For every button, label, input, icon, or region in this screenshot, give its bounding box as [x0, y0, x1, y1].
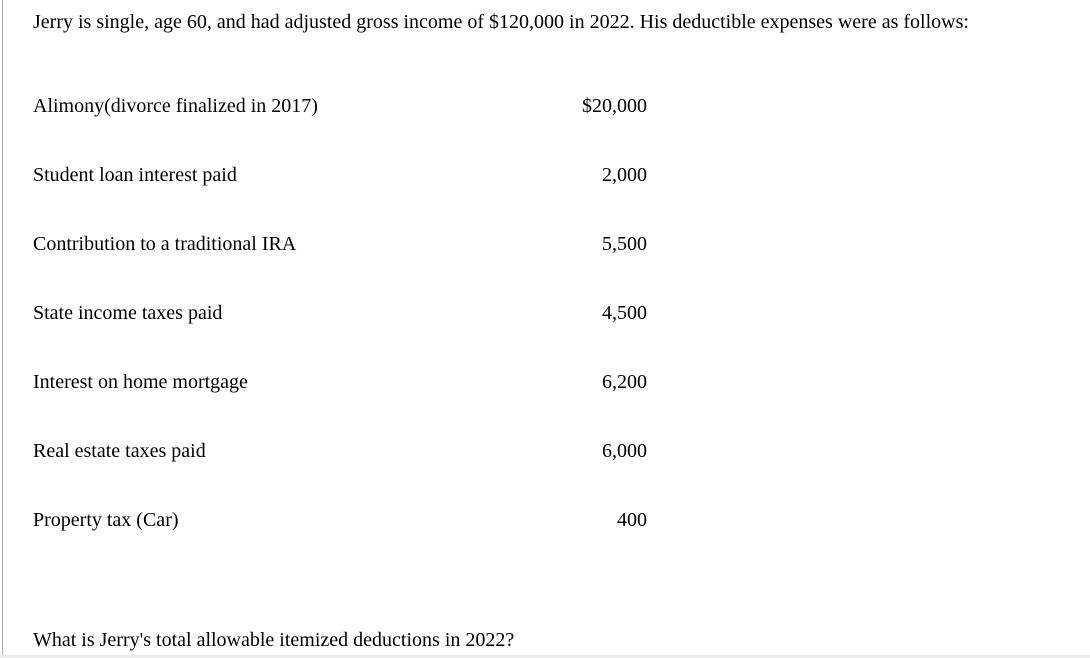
- bottom-edge-rule: [0, 655, 1090, 658]
- expense-row: Student loan interest paid 2,000: [33, 164, 647, 186]
- expense-label: Property tax (Car): [33, 509, 179, 531]
- left-border-rule: [2, 0, 3, 658]
- expense-value: 5,500: [602, 233, 647, 255]
- expense-value: 4,500: [602, 302, 647, 324]
- expense-value: 6,000: [602, 440, 647, 462]
- expense-row: Alimony(divorce finalized in 2017) $20,0…: [33, 95, 647, 117]
- expense-value: 400: [617, 509, 647, 531]
- expense-value: 6,200: [602, 371, 647, 393]
- expense-label: Student loan interest paid: [33, 164, 237, 186]
- expense-row: Interest on home mortgage 6,200: [33, 371, 647, 393]
- expense-label: Alimony(divorce finalized in 2017): [33, 95, 318, 117]
- expense-value: $20,000: [582, 95, 647, 117]
- question-text: What is Jerry's total allowable itemized…: [33, 629, 515, 651]
- expense-row: State income taxes paid 4,500: [33, 302, 647, 324]
- expense-row: Contribution to a traditional IRA 5,500: [33, 233, 647, 255]
- intro-text: Jerry is single, age 60, and had adjuste…: [33, 11, 969, 33]
- expense-label: State income taxes paid: [33, 302, 223, 324]
- expense-label: Real estate taxes paid: [33, 440, 206, 462]
- expense-label: Interest on home mortgage: [33, 371, 248, 393]
- expense-value: 2,000: [602, 164, 647, 186]
- expense-row: Real estate taxes paid 6,000: [33, 440, 647, 462]
- expense-row: Property tax (Car) 400: [33, 509, 647, 531]
- expense-table: Alimony(divorce finalized in 2017) $20,0…: [33, 95, 647, 578]
- expense-label: Contribution to a traditional IRA: [33, 233, 297, 255]
